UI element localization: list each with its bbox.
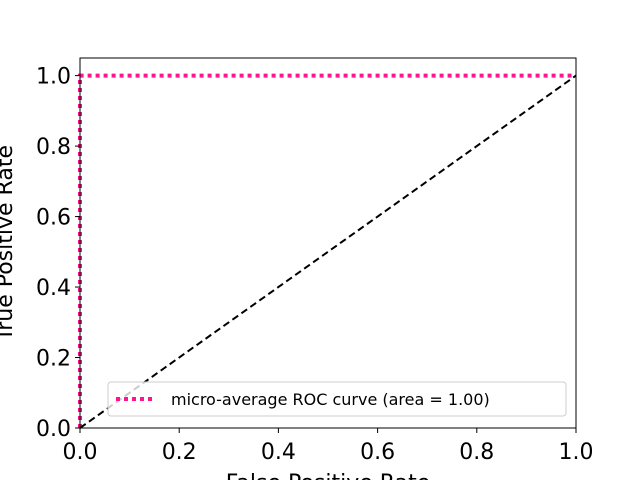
x-tick-label: 0.2 bbox=[162, 440, 197, 465]
y-axis: 0.0 0.2 0.4 0.6 0.8 1.0 bbox=[36, 65, 80, 442]
x-axis-label: False Positive Rate bbox=[226, 471, 430, 480]
y-tick-label: 1.0 bbox=[36, 65, 71, 90]
x-axis: 0.0 0.2 0.4 0.6 0.8 1.0 bbox=[63, 428, 594, 465]
y-tick-label: 0.0 bbox=[36, 417, 71, 442]
x-tick-label: 1.0 bbox=[559, 440, 594, 465]
y-tick-label: 0.8 bbox=[36, 135, 71, 160]
x-tick-label: 0.8 bbox=[459, 440, 494, 465]
x-tick-label: 0.0 bbox=[63, 440, 98, 465]
legend: micro-average ROC curve (area = 1.00) bbox=[107, 381, 567, 417]
y-tick-label: 0.4 bbox=[36, 276, 71, 301]
axes-frame bbox=[79, 57, 577, 429]
plot-area bbox=[78, 73, 577, 429]
legend-box bbox=[107, 381, 567, 417]
y-tick-label: 0.6 bbox=[36, 206, 71, 231]
x-tick-label: 0.6 bbox=[360, 440, 395, 465]
y-axis-label: True Positive Rate bbox=[0, 145, 18, 342]
legend-label-micro-average: micro-average ROC curve (area = 1.00) bbox=[171, 390, 490, 409]
y-tick-label: 0.2 bbox=[36, 347, 71, 372]
chance-diagonal bbox=[79, 74, 577, 429]
x-tick-label: 0.4 bbox=[261, 440, 296, 465]
